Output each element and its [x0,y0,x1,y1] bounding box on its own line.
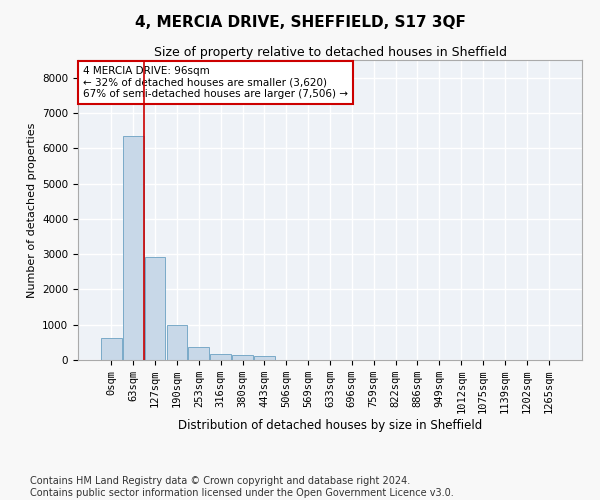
Bar [232,356,253,360]
Text: 4 MERCIA DRIVE: 96sqm
← 32% of detached houses are smaller (3,620)
67% of semi-d: 4 MERCIA DRIVE: 96sqm ← 32% of detached … [83,66,348,99]
Text: 4, MERCIA DRIVE, SHEFFIELD, S17 3QF: 4, MERCIA DRIVE, SHEFFIELD, S17 3QF [134,15,466,30]
Bar [167,324,187,360]
Y-axis label: Number of detached properties: Number of detached properties [26,122,37,298]
Bar [210,354,231,360]
Bar [254,356,275,360]
Bar [188,346,209,360]
Text: Contains HM Land Registry data © Crown copyright and database right 2024.
Contai: Contains HM Land Registry data © Crown c… [30,476,454,498]
Title: Size of property relative to detached houses in Sheffield: Size of property relative to detached ho… [154,46,506,59]
Bar [145,257,166,360]
X-axis label: Distribution of detached houses by size in Sheffield: Distribution of detached houses by size … [178,419,482,432]
Bar [123,136,143,360]
Bar [101,338,122,360]
